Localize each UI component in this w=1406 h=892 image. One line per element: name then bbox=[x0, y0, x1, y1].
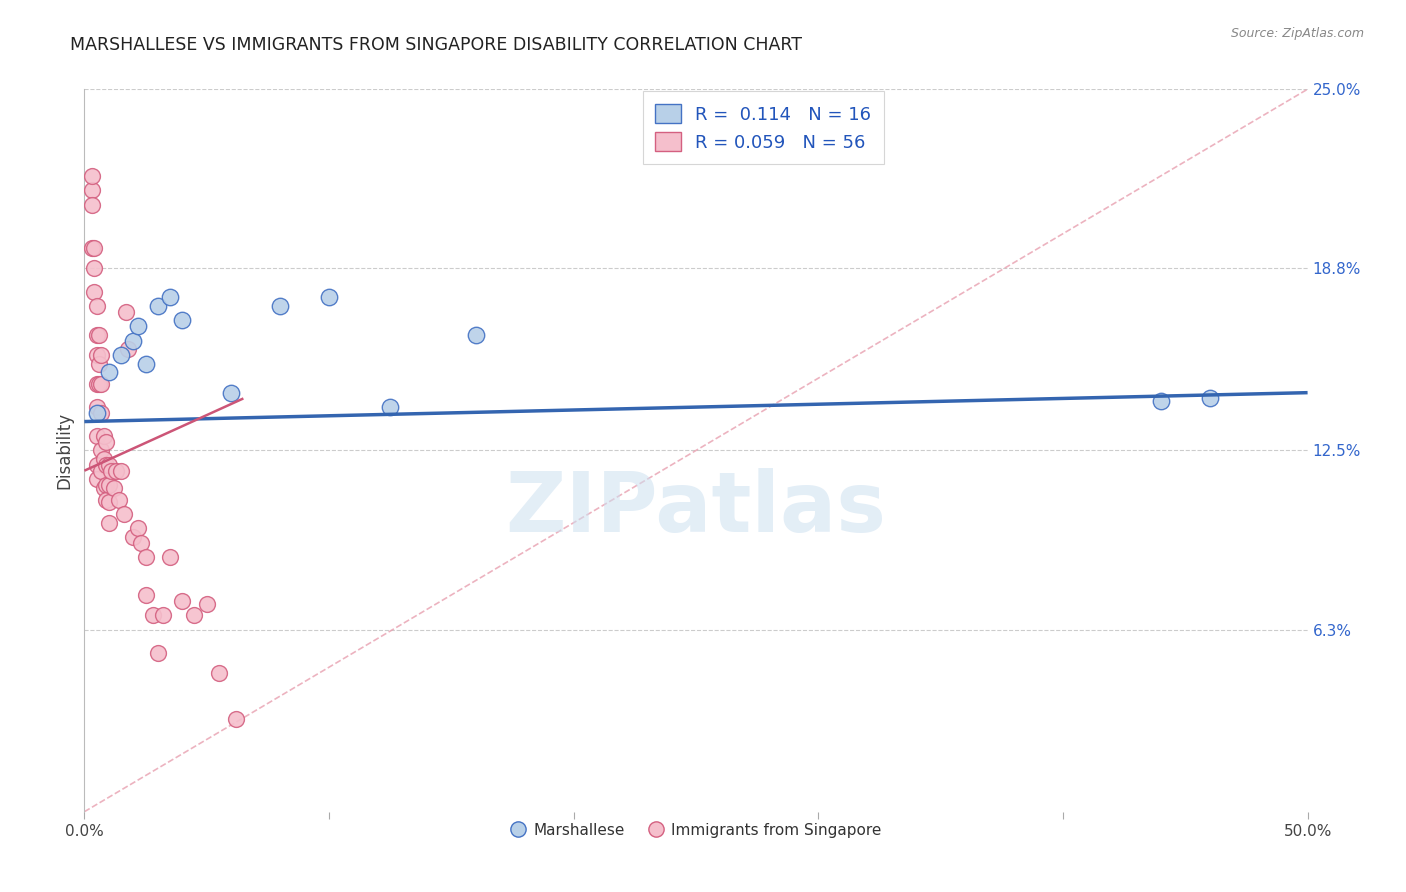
Point bbox=[86, 400, 108, 414]
Point bbox=[380, 400, 402, 414]
Text: Source: ZipAtlas.com: Source: ZipAtlas.com bbox=[1230, 27, 1364, 40]
Point bbox=[90, 348, 112, 362]
Point bbox=[90, 464, 112, 478]
Point bbox=[117, 343, 139, 357]
Point bbox=[195, 597, 218, 611]
Point bbox=[159, 550, 181, 565]
Point bbox=[146, 646, 169, 660]
Point bbox=[122, 530, 145, 544]
Point bbox=[83, 261, 105, 276]
Point bbox=[93, 429, 115, 443]
Point bbox=[103, 481, 125, 495]
Point bbox=[86, 348, 108, 362]
Point bbox=[80, 198, 103, 212]
Point bbox=[464, 327, 486, 342]
Point bbox=[110, 464, 132, 478]
Y-axis label: Disability: Disability bbox=[55, 412, 73, 489]
Point bbox=[105, 464, 128, 478]
Point bbox=[107, 492, 129, 507]
Point bbox=[219, 385, 242, 400]
Point bbox=[208, 665, 231, 680]
Point bbox=[93, 481, 115, 495]
Point bbox=[96, 492, 118, 507]
Point bbox=[183, 608, 205, 623]
Point bbox=[159, 290, 181, 304]
Point bbox=[96, 434, 118, 449]
Point bbox=[129, 536, 152, 550]
Point bbox=[142, 608, 165, 623]
Point bbox=[97, 495, 120, 509]
Point bbox=[93, 452, 115, 467]
Point bbox=[97, 458, 120, 472]
Point bbox=[112, 507, 135, 521]
Point bbox=[97, 366, 120, 380]
Point bbox=[80, 241, 103, 255]
Point bbox=[80, 183, 103, 197]
Point bbox=[318, 290, 340, 304]
Text: ZIPatlas: ZIPatlas bbox=[506, 467, 886, 549]
Point bbox=[127, 319, 149, 334]
Point bbox=[86, 472, 108, 486]
Point bbox=[135, 357, 157, 371]
Point bbox=[172, 593, 194, 607]
Point bbox=[90, 406, 112, 420]
Point bbox=[90, 443, 112, 458]
Point bbox=[97, 478, 120, 492]
Legend: Marshallese, Immigrants from Singapore: Marshallese, Immigrants from Singapore bbox=[505, 816, 887, 844]
Point bbox=[80, 169, 103, 183]
Point bbox=[110, 348, 132, 362]
Point bbox=[96, 458, 118, 472]
Point bbox=[97, 516, 120, 530]
Point bbox=[86, 299, 108, 313]
Point bbox=[86, 429, 108, 443]
Point bbox=[86, 327, 108, 342]
Point bbox=[115, 304, 138, 318]
Point bbox=[127, 521, 149, 535]
Point bbox=[269, 299, 291, 313]
Point bbox=[87, 376, 110, 391]
Point bbox=[1198, 392, 1220, 406]
Point bbox=[135, 588, 157, 602]
Point bbox=[152, 608, 174, 623]
Point bbox=[87, 327, 110, 342]
Point bbox=[135, 550, 157, 565]
Point bbox=[87, 357, 110, 371]
Point bbox=[100, 464, 122, 478]
Point bbox=[90, 376, 112, 391]
Point bbox=[86, 376, 108, 391]
Text: MARSHALLESE VS IMMIGRANTS FROM SINGAPORE DISABILITY CORRELATION CHART: MARSHALLESE VS IMMIGRANTS FROM SINGAPORE… bbox=[70, 36, 803, 54]
Point bbox=[96, 478, 118, 492]
Point bbox=[225, 712, 247, 726]
Point bbox=[83, 241, 105, 255]
Point bbox=[122, 334, 145, 348]
Point bbox=[1150, 394, 1173, 409]
Point bbox=[86, 406, 108, 420]
Point bbox=[83, 285, 105, 299]
Point bbox=[146, 299, 169, 313]
Point bbox=[86, 458, 108, 472]
Point bbox=[172, 313, 194, 327]
